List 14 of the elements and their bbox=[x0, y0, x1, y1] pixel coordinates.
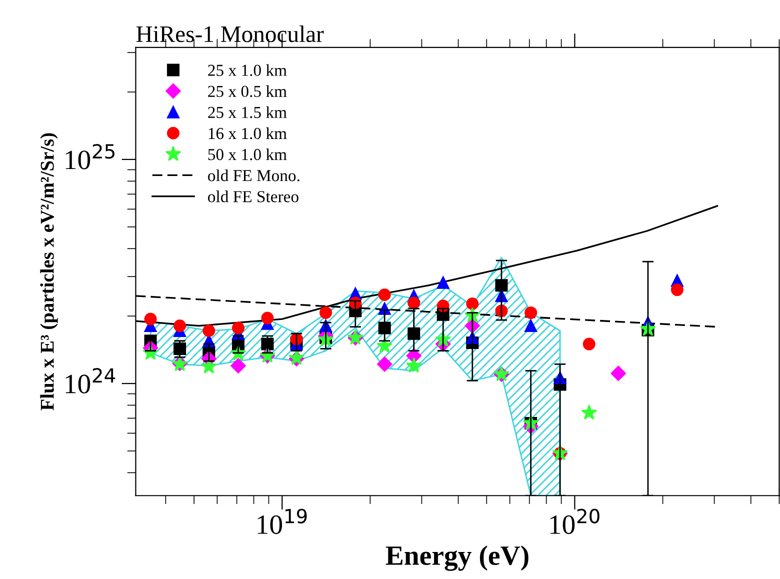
y-axis-title: Flux x E³ (particles x eV²/m²/Sr/s) bbox=[40, 133, 58, 410]
legend-label: 50 x 1.0 km bbox=[208, 148, 287, 160]
x-tick-label: 10$^{20}$ bbox=[550, 508, 600, 534]
legend-label: 16 x 1.0 km bbox=[208, 127, 287, 140]
legend-label: old FE Stereo bbox=[208, 190, 298, 202]
y-tick-label: 10$^{25}$ bbox=[66, 144, 114, 170]
legend-label: 25 x 1.5 km bbox=[208, 106, 287, 118]
x-axis-title: Energy (eV) bbox=[386, 545, 528, 571]
y-tick-label: 10$^{24}$ bbox=[66, 368, 116, 394]
legend-label: 25 x 0.5 km bbox=[208, 85, 287, 98]
legend-label: 25 x 1.0 km bbox=[208, 64, 287, 76]
chart-title: HiRes-1 Monocular bbox=[136, 26, 324, 42]
legend-label: old FE Mono. bbox=[208, 169, 300, 182]
x-tick-label: 10$^{19}$ bbox=[258, 508, 307, 534]
